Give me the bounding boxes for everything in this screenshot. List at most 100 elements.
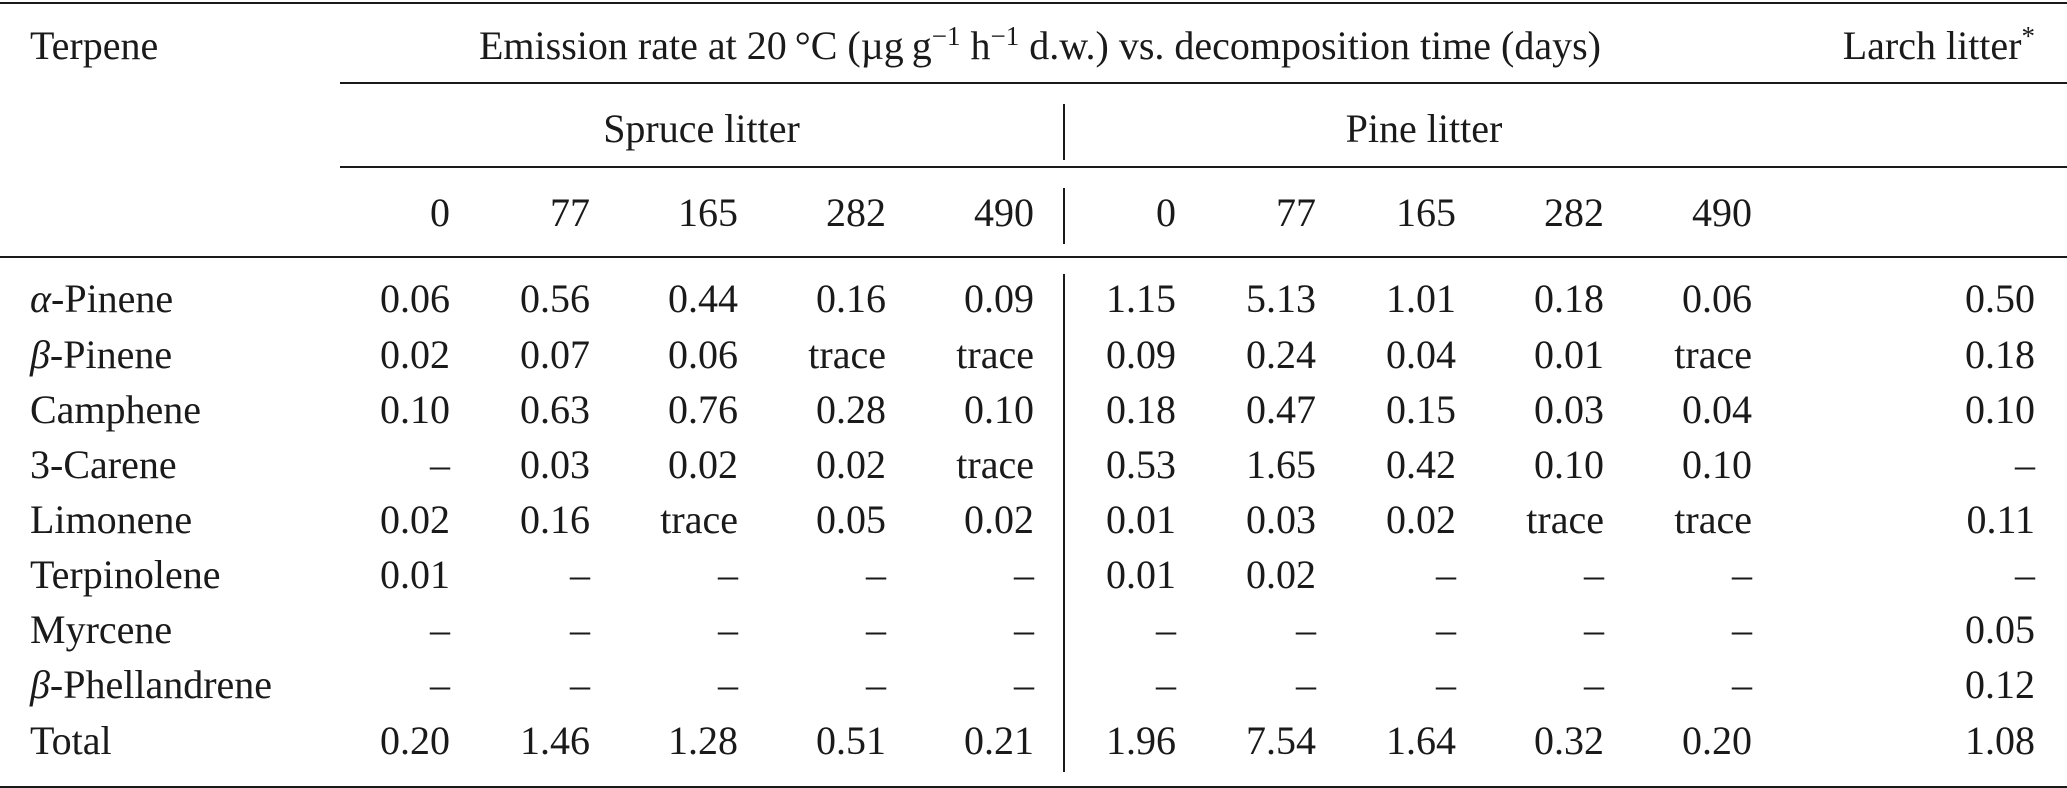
spruce-day-header: 77 — [550, 190, 590, 235]
greek-prefix: β — [30, 332, 50, 377]
spruce-value-cell: trace — [956, 442, 1034, 487]
spruce-value-cell: – — [570, 607, 590, 652]
larch-litter-header: Larch litter* — [1740, 21, 2035, 71]
greek-prefix: α — [30, 276, 51, 321]
terpene-name: β-Pinene — [30, 330, 330, 380]
pine-value-cell: – — [1732, 607, 1752, 652]
days-separator — [1063, 188, 1065, 244]
pine-value-cell: – — [1156, 607, 1176, 652]
header-bottom-rule — [0, 256, 2067, 258]
spruce-value-cell: 0.06 — [380, 276, 450, 321]
pine-value-cell: 0.15 — [1386, 387, 1456, 432]
spruce-value-cell: 0.63 — [520, 387, 590, 432]
pine-value-cell: – — [1732, 662, 1752, 707]
spruce-value-cell: 0.44 — [668, 276, 738, 321]
pine-value-cell: 1.96 — [1106, 718, 1176, 763]
pine-value-cell: 0.10 — [1534, 442, 1604, 487]
spruce-value-cell: – — [1014, 662, 1034, 707]
spruce-value-cell: – — [866, 607, 886, 652]
pine-value-cell: – — [1296, 607, 1316, 652]
larch-value-cell: 0.10 — [1965, 387, 2035, 432]
terpene-name-text: Camphene — [30, 387, 202, 432]
pine-day-header: 490 — [1692, 190, 1752, 235]
pine-value-cell: – — [1584, 662, 1604, 707]
spruce-value-cell: 0.05 — [816, 497, 886, 542]
pine-value-cell: – — [1436, 552, 1456, 597]
spruce-value-cell: 0.10 — [964, 387, 1034, 432]
spruce-value-cell: 1.46 — [520, 718, 590, 763]
larch-value-cell: 0.18 — [1965, 332, 2035, 377]
larch-value-cell: 0.50 — [1965, 276, 2035, 321]
terpene-name: Total — [30, 716, 330, 766]
larch-value-cell: 0.05 — [1965, 607, 2035, 652]
pine-value-cell: 0.42 — [1386, 442, 1456, 487]
pine-litter-header: Pine litter — [1345, 106, 1503, 151]
pine-value-cell: 0.02 — [1246, 552, 1316, 597]
terpene-name-text: -Phellandrene — [49, 662, 273, 707]
pine-value-cell: – — [1584, 552, 1604, 597]
pine-value-cell: 0.18 — [1534, 276, 1604, 321]
litter-separator — [1063, 104, 1065, 160]
larch-litter-footnote-mark: * — [2021, 21, 2036, 51]
pine-value-cell: 5.13 — [1246, 276, 1316, 321]
pine-day-header: 282 — [1544, 190, 1604, 235]
pine-value-cell: 0.24 — [1246, 332, 1316, 377]
spruce-value-cell: 0.51 — [816, 718, 886, 763]
emission-rate-header: Emission rate at 20 °C (µg g−1 h−1 d.w.)… — [340, 21, 1740, 71]
spruce-value-cell: – — [1014, 607, 1034, 652]
pine-value-cell: 1.65 — [1246, 442, 1316, 487]
pine-value-cell: 0.04 — [1386, 332, 1456, 377]
spruce-value-cell: – — [430, 442, 450, 487]
spruce-value-cell: 0.06 — [668, 332, 738, 377]
spruce-value-cell: 0.16 — [520, 497, 590, 542]
spruce-value-cell: trace — [956, 332, 1034, 377]
pine-value-cell: – — [1156, 662, 1176, 707]
terpene-name: 3-Carene — [30, 440, 330, 490]
pine-value-cell: 1.01 — [1386, 276, 1456, 321]
bottom-rule — [0, 786, 2067, 788]
pine-value-cell: 0.03 — [1534, 387, 1604, 432]
spruce-value-cell: 0.16 — [816, 276, 886, 321]
pine-value-cell: 7.54 — [1246, 718, 1316, 763]
larch-value-cell: – — [2015, 552, 2035, 597]
terpene-name-text: Terpinolene — [30, 552, 221, 597]
spruce-value-cell: 0.02 — [380, 332, 450, 377]
terpene-name-text: Myrcene — [30, 607, 173, 652]
pine-value-cell: – — [1436, 607, 1456, 652]
larch-value-cell: 0.12 — [1965, 662, 2035, 707]
spruce-value-cell: 0.10 — [380, 387, 450, 432]
spruce-value-cell: trace — [808, 332, 886, 377]
spruce-value-cell: – — [570, 552, 590, 597]
pine-day-header: 77 — [1276, 190, 1316, 235]
spruce-value-cell: 0.02 — [964, 497, 1034, 542]
spruce-day-header: 0 — [430, 190, 450, 235]
spruce-value-cell: – — [1014, 552, 1034, 597]
spruce-value-cell: 0.02 — [380, 497, 450, 542]
spruce-value-cell: 0.02 — [668, 442, 738, 487]
pine-value-cell: 0.01 — [1106, 497, 1176, 542]
terpene-name: Terpinolene — [30, 550, 330, 600]
spruce-value-cell: – — [718, 662, 738, 707]
larch-value-cell: 1.08 — [1965, 718, 2035, 763]
spruce-value-cell: – — [718, 607, 738, 652]
spruce-value-cell: 0.02 — [816, 442, 886, 487]
spruce-day-header: 490 — [974, 190, 1034, 235]
pine-day-header: 165 — [1396, 190, 1456, 235]
pine-value-cell: 0.18 — [1106, 387, 1176, 432]
pine-day-header: 0 — [1156, 190, 1176, 235]
pine-value-cell: trace — [1674, 497, 1752, 542]
body-separator — [1063, 274, 1065, 772]
pine-value-cell: – — [1436, 662, 1456, 707]
top-rule — [0, 2, 2067, 4]
terpene-name: Camphene — [30, 385, 330, 435]
pine-value-cell: trace — [1526, 497, 1604, 542]
spruce-value-cell: 0.76 — [668, 387, 738, 432]
spruce-value-cell: 0.03 — [520, 442, 590, 487]
spruce-value-cell: trace — [660, 497, 738, 542]
pine-value-cell: 1.15 — [1106, 276, 1176, 321]
emission-rate-text-1: Emission rate at 20 °C (µg g — [478, 23, 932, 68]
spruce-value-cell: – — [430, 662, 450, 707]
pine-value-cell: 0.20 — [1682, 718, 1752, 763]
terpene-name-text: Limonene — [30, 497, 193, 542]
